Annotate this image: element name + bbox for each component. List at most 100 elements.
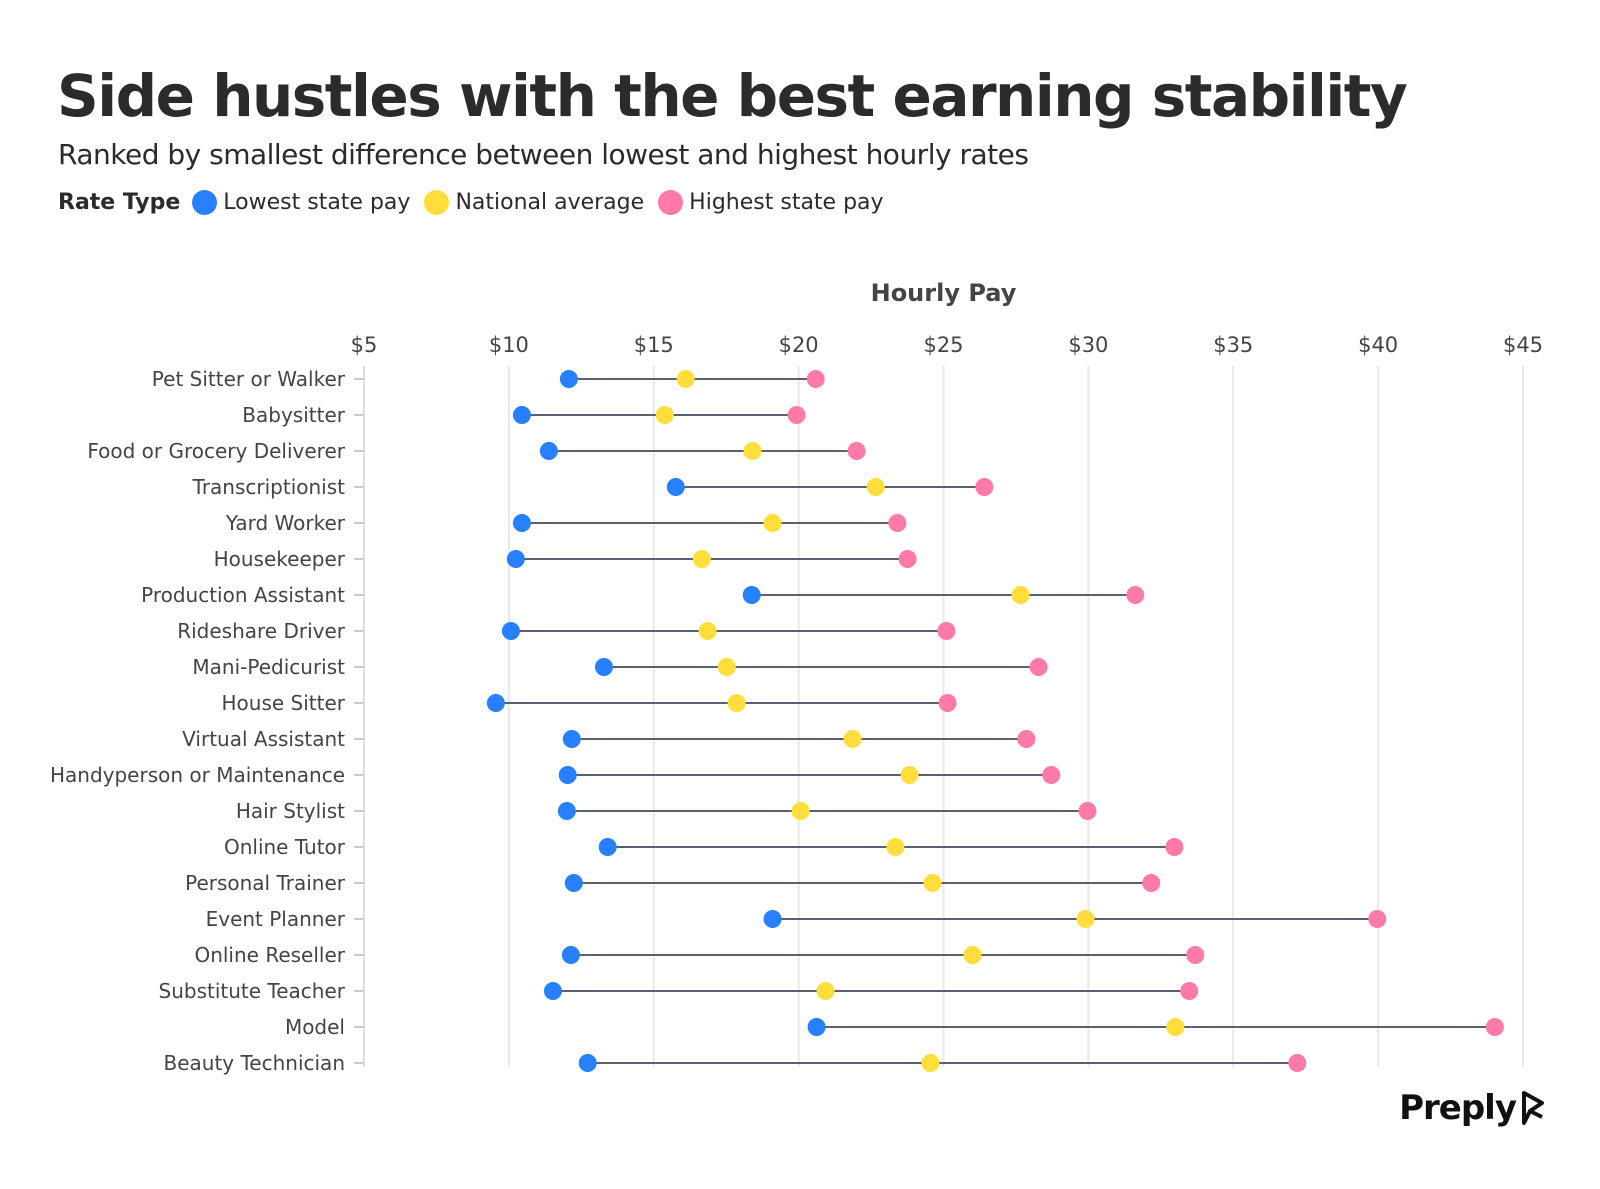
dot-average xyxy=(963,946,982,964)
dot-average xyxy=(886,838,905,856)
legend-label: Highest state pay xyxy=(689,190,884,215)
y-tick-label: Handyperson or Maintenance xyxy=(50,763,345,787)
y-tick-label: Production Assistant xyxy=(141,583,345,607)
x-tick-label: $40 xyxy=(1358,333,1398,357)
dot-average xyxy=(763,514,782,532)
dot-lowest xyxy=(562,730,581,748)
legend-title: Rate Type xyxy=(58,190,181,215)
y-tick-label: Transcriptionist xyxy=(192,475,346,499)
dot-lowest xyxy=(807,1018,826,1036)
dot-highest xyxy=(888,514,907,532)
y-tick-label: Online Reseller xyxy=(194,943,345,967)
y-tick-label: Beauty Technician xyxy=(163,1051,345,1075)
legend: Rate Type Lowest state pay National aver… xyxy=(58,190,898,215)
dot-lowest xyxy=(598,838,617,856)
dot-highest xyxy=(1078,802,1097,820)
y-tick-label: Event Planner xyxy=(206,907,346,931)
dot-lowest xyxy=(506,550,525,568)
dot-highest xyxy=(937,622,956,640)
y-tick-label: Online Tutor xyxy=(224,835,346,859)
dot-average xyxy=(843,730,862,748)
dot-average xyxy=(816,982,835,1000)
x-tick-label: $30 xyxy=(1068,333,1108,357)
dot-highest xyxy=(1126,586,1145,604)
dot-lowest xyxy=(486,694,505,712)
x-tick-label: $10 xyxy=(489,333,529,357)
dot-average xyxy=(923,874,942,892)
dot-highest xyxy=(1288,1054,1307,1072)
dot-average xyxy=(698,622,717,640)
dot-highest xyxy=(898,550,917,568)
dot-lowest xyxy=(559,370,578,388)
dot-highest xyxy=(1165,838,1184,856)
chart-subtitle: Ranked by smallest difference between lo… xyxy=(58,138,1029,171)
y-tick-label: Mani-Pedicurist xyxy=(192,655,345,679)
dot-highest xyxy=(1029,658,1048,676)
chart-title: Side hustles with the best earning stabi… xyxy=(57,62,1408,130)
dot-lowest xyxy=(501,622,520,640)
dot-average xyxy=(921,1054,940,1072)
logo-icon xyxy=(1522,1091,1544,1125)
preply-logo: Preply xyxy=(1399,1088,1548,1128)
dot-average xyxy=(900,766,919,784)
dot-lowest xyxy=(742,586,761,604)
dot-average xyxy=(1011,586,1030,604)
y-tick-label: House Sitter xyxy=(222,691,346,715)
dot-lowest xyxy=(763,910,782,928)
x-axis-label: Hourly Pay xyxy=(871,279,1017,307)
y-tick-label: Substitute Teacher xyxy=(159,979,346,1003)
x-tick-label: $25 xyxy=(923,333,963,357)
x-tick-label: $20 xyxy=(779,333,819,357)
y-tick-label: Hair Stylist xyxy=(236,799,345,823)
dot-lowest xyxy=(666,478,685,496)
y-tick-label: Housekeeper xyxy=(214,547,346,571)
dot-highest xyxy=(787,406,806,424)
dot-highest xyxy=(1142,874,1161,892)
dot-average xyxy=(692,550,711,568)
dot-highest xyxy=(1017,730,1036,748)
x-tick-label: $15 xyxy=(634,333,674,357)
dot-highest xyxy=(975,478,994,496)
dot-average xyxy=(743,442,762,460)
dot-lowest xyxy=(561,946,580,964)
y-tick-label: Yard Worker xyxy=(225,511,346,535)
dot-average xyxy=(717,658,736,676)
dot-lowest xyxy=(512,514,531,532)
dot-lowest xyxy=(543,982,562,1000)
legend-item-lowest: Lowest state pay xyxy=(192,190,410,215)
x-tick-label: $5 xyxy=(351,333,378,357)
y-tick-label: Pet Sitter or Walker xyxy=(152,367,346,391)
dot-lowest xyxy=(557,802,576,820)
dot-highest xyxy=(1042,766,1061,784)
dot-average xyxy=(866,478,885,496)
dot-lowest xyxy=(512,406,531,424)
legend-label: Lowest state pay xyxy=(223,190,411,215)
dot-lowest xyxy=(564,874,583,892)
dot-highest xyxy=(1180,982,1199,1000)
dot-highest xyxy=(847,442,866,460)
dot-lowest xyxy=(558,766,577,784)
dot-lowest xyxy=(539,442,558,460)
legend-item-average: National average xyxy=(424,190,644,215)
legend-swatch xyxy=(192,190,218,215)
dot-highest xyxy=(806,370,825,388)
dot-highest xyxy=(1485,1018,1504,1036)
dot-average xyxy=(727,694,746,712)
dot-highest xyxy=(1368,910,1387,928)
legend-swatch xyxy=(658,190,684,215)
legend-swatch xyxy=(424,190,450,215)
dot-average xyxy=(1076,910,1095,928)
legend-label: National average xyxy=(455,190,645,215)
dot-lowest xyxy=(594,658,613,676)
y-tick-label: Personal Trainer xyxy=(185,871,346,895)
dot-lowest xyxy=(578,1054,597,1072)
y-tick-label: Virtual Assistant xyxy=(182,727,345,751)
y-tick-label: Rideshare Driver xyxy=(177,619,346,643)
y-tick-label: Food or Grocery Deliverer xyxy=(87,439,345,463)
dot-highest xyxy=(938,694,957,712)
y-tick-label: Babysitter xyxy=(242,403,345,427)
dot-average xyxy=(1166,1018,1185,1036)
x-tick-label: $35 xyxy=(1213,333,1253,357)
y-tick-label: Model xyxy=(285,1015,345,1039)
